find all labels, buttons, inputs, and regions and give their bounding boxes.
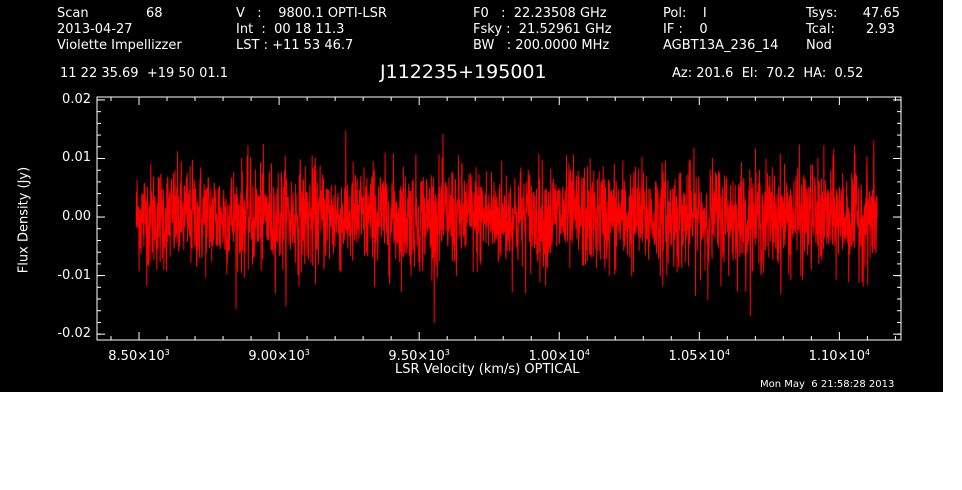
source-coordinates: 11 22 35.69 +19 50 01.1 <box>60 66 229 81</box>
x-tick-label: 8.50×103 <box>108 348 170 364</box>
observer-name: Violette Impellizzer <box>57 38 182 53</box>
y-axis-label: Flux Density (Jy) <box>16 166 32 274</box>
y-tick-label: 0.00 <box>62 209 91 225</box>
source-name: J112235+195001 <box>380 61 547 83</box>
lst-info: LST : +11 53 46.7 <box>236 38 354 53</box>
x-tick-label: 1.10×104 <box>808 348 871 364</box>
sky-frequency: Fsky : 21.52961 GHz <box>473 22 612 37</box>
axis-ticks <box>97 97 901 340</box>
y-tick-label: 0.02 <box>62 91 91 107</box>
x-tick-label: 1.05×104 <box>668 348 731 364</box>
flux-trace <box>135 130 878 324</box>
tsys-value: 47.65 <box>862 6 900 21</box>
spectrum-plot <box>96 96 902 341</box>
integration-time: Int : 00 18 11.3 <box>236 22 345 37</box>
x-tick-label: 9.50×103 <box>388 348 450 364</box>
scan-label: Scan <box>57 6 89 21</box>
y-tick-label: -0.02 <box>57 326 91 342</box>
timestamp: Mon May 6 21:58:28 2013 <box>760 379 895 390</box>
project-id: AGBT13A_236_14 <box>663 38 779 53</box>
polarization: Pol: I <box>663 6 707 21</box>
rest-frequency: F0 : 22.23508 GHz <box>473 6 607 21</box>
scan-number: 68 <box>146 6 163 21</box>
bandwidth: BW : 200.0000 MHz <box>473 38 610 53</box>
plot-canvas: Scan 68 2013-04-27 Violette Impellizzer … <box>0 0 943 392</box>
obs-date: 2013-04-27 <box>57 22 133 37</box>
x-tick-label: 9.00×103 <box>248 348 310 364</box>
x-tick-label: 1.00×104 <box>528 348 590 364</box>
switching-mode: Nod <box>806 38 832 53</box>
if-number: IF : 0 <box>663 22 708 37</box>
x-axis-label: LSR Velocity (km/s) OPTICAL <box>395 362 580 377</box>
y-tick-label: -0.01 <box>57 267 91 283</box>
tcal-value: 2.93 <box>866 22 895 37</box>
plot-frame <box>96 96 902 341</box>
tsys-label: Tsys: <box>806 6 838 21</box>
velocity-info: V : 9800.1 OPTI-LSR <box>236 6 387 21</box>
y-tick-label: 0.01 <box>62 150 91 166</box>
az-el-ha: Az: 201.6 El: 70.2 HA: 0.52 <box>672 66 864 81</box>
tcal-label: Tcal: <box>806 22 835 37</box>
